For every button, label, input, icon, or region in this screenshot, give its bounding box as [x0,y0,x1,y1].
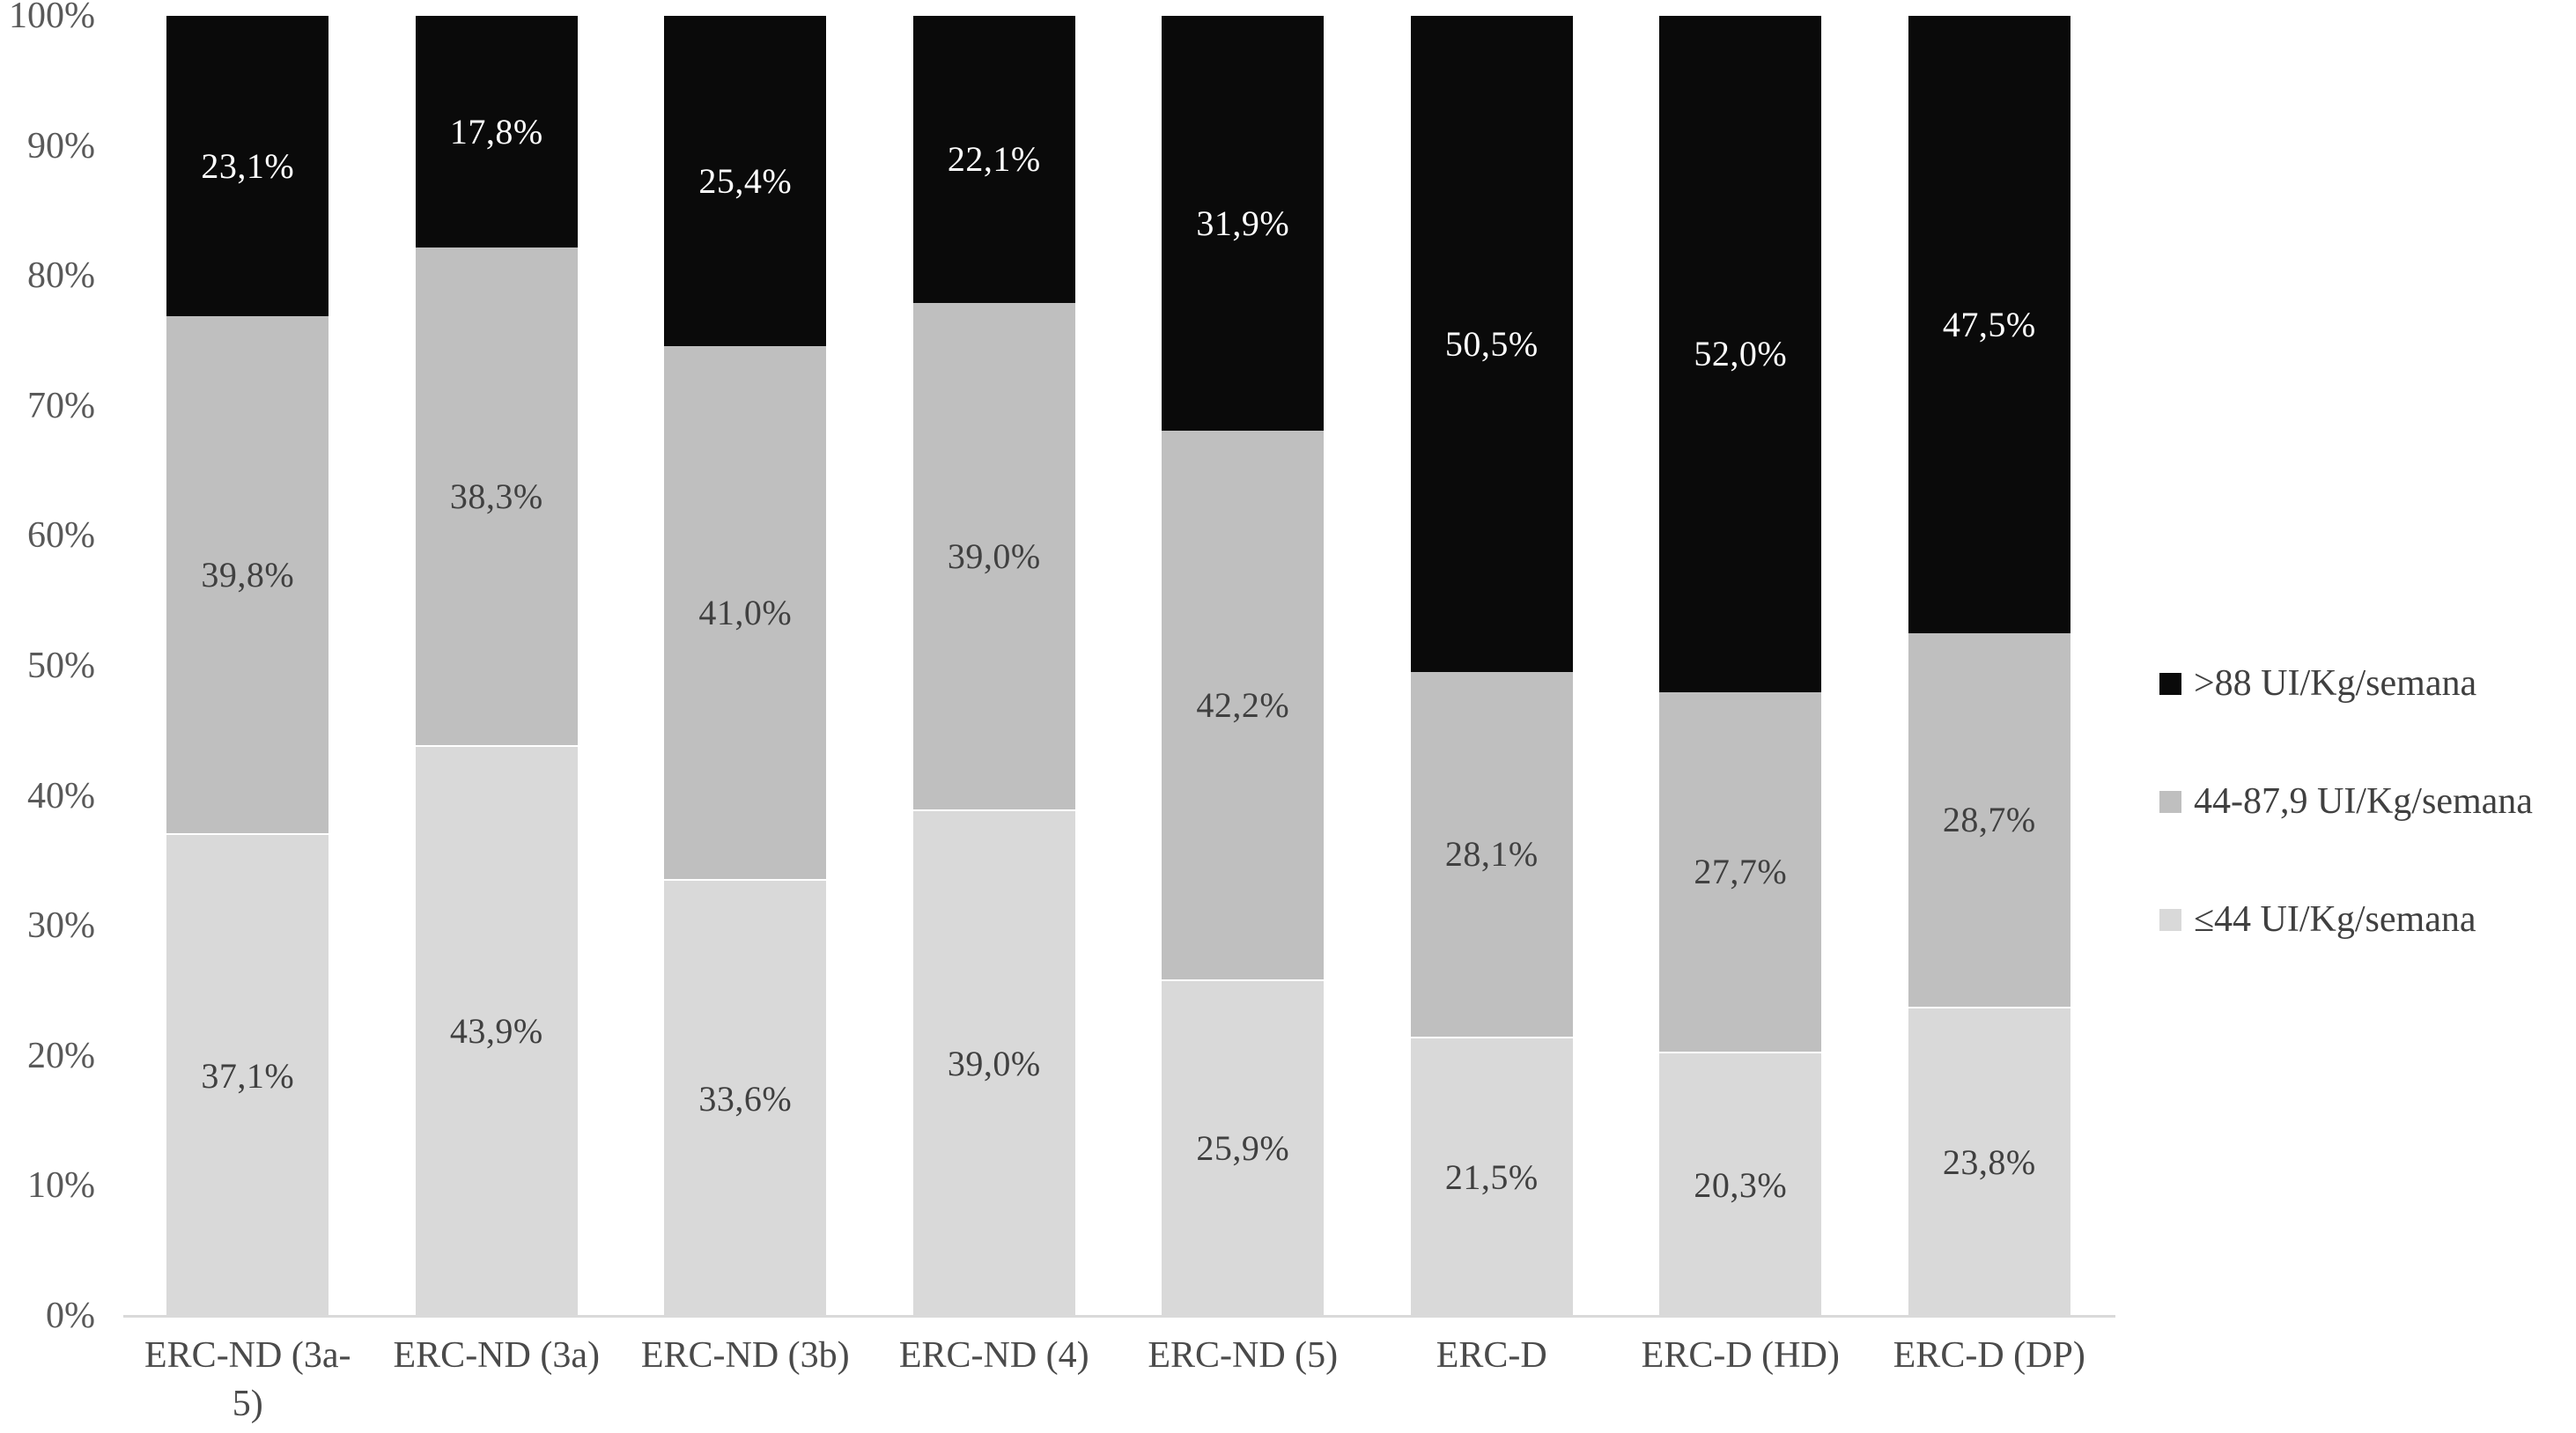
x-axis-category-label: ERC-ND (3b) [640,1335,850,1376]
bar-column: 22,1% 39,0% 39,0% [870,16,1119,1316]
data-label: 43,9% [449,1011,543,1052]
data-label: 42,2% [1196,684,1290,725]
x-axis-category-label: ERC-D (HD) [1641,1335,1840,1376]
legend-swatch [2159,672,2181,695]
bar-segment: 28,1% [1410,671,1573,1037]
y-axis-tick-label: 100% [9,0,95,36]
data-label: 39,0% [947,536,1041,576]
bar-segment: 37,1% [166,833,329,1316]
bar-segment: 25,4% [664,16,827,346]
data-label: 52,0% [1694,334,1788,374]
legend-swatch [2159,908,2181,931]
bar-segment: 31,9% [1162,16,1325,431]
data-label: 38,3% [449,476,543,516]
bar-segment: 47,5% [1908,16,2070,634]
y-axis-tick-label: 0% [46,1296,95,1336]
y-axis-tick-label: 10% [27,1165,95,1207]
y-axis-tick-label: 90% [27,125,95,166]
y-axis-tick-label: 20% [27,1035,95,1076]
bar-column: 31,9% 42,2% 25,9% [1118,16,1368,1316]
data-label: 23,1% [201,145,295,186]
legend: >88 UI/Kg/semana 44-87,9 UI/Kg/semana ≤44 … [2159,657,2533,946]
legend-item: ≤44 UI/Kg/semana [2159,893,2533,946]
stacked-bar: 17,8% 38,3% 43,9% [415,16,578,1316]
y-axis-tick-label: 30% [27,905,95,947]
bar-segment: 23,8% [1908,1006,2070,1316]
y-axis-tick-label: 60% [27,515,95,557]
data-label: 31,9% [1196,203,1290,243]
bar-segment: 21,5% [1410,1036,1573,1316]
bar-segment: 38,3% [415,247,578,746]
bar-segment: 39,0% [912,302,1075,809]
x-axis-line [123,1315,2115,1318]
stacked-bar: 47,5% 28,7% 23,8% [1908,16,2070,1316]
stacked-bar: 23,1% 39,8% 37,1% [166,16,329,1316]
bar-column: 50,5% 28,1% 21,5% [1368,16,1617,1316]
data-label: 28,1% [1444,834,1539,875]
bar-column: 25,4% 41,0% 33,6% [621,16,870,1316]
legend-label: >88 UI/Kg/semana [2194,663,2477,704]
plot-area: 23,1% 39,8% 37,1% 17,8% 38,3% 43,9% 25,4% 41,0%… [123,16,2114,1316]
y-axis-tick-label: 50% [27,646,95,686]
bar-segment: 20,3% [1659,1052,1822,1316]
data-label: 25,9% [1196,1128,1290,1169]
data-label: 23,8% [1942,1141,2036,1182]
x-axis-category-label: ERC-ND (5) [1148,1335,1339,1376]
x-axis-category-label: ERC-ND (3a- 5) [144,1335,351,1424]
bar-column: 47,5% 28,7% 23,8% [1865,16,2115,1316]
stacked-bar: 50,5% 28,1% 21,5% [1410,16,1573,1316]
y-axis-tick-label: 80% [27,255,95,297]
data-label: 39,8% [201,555,295,595]
y-axis: 0% 10% 20% 30% 40% 50% 60% 70% 80% 90% 100% [0,0,95,1433]
stacked-bar: 52,0% 27,7% 20,3% [1659,16,1822,1316]
data-label: 33,6% [698,1078,793,1119]
data-label: 25,4% [698,160,793,201]
x-axis-category-label: ERC-D [1436,1335,1547,1376]
bar-segment: 41,0% [664,345,827,880]
bar-segment: 22,1% [912,16,1075,303]
data-label: 17,8% [449,111,543,151]
legend-label: 44-87,9 UI/Kg/semana [2194,781,2533,822]
bar-segment: 50,5% [1410,16,1573,672]
bar-segment: 42,2% [1162,430,1325,979]
data-label: 27,7% [1694,852,1788,892]
x-axis: ERC-ND (3a- 5) ERC-ND (3a) ERC-ND (3b) ERC-… [123,1332,2114,1428]
bar-column: 52,0% 27,7% 20,3% [1616,16,1865,1316]
bar-segment: 52,0% [1659,16,1822,692]
legend-item: >88 UI/Kg/semana [2159,657,2533,710]
bar-segment: 25,9% [1162,979,1325,1316]
data-label: 20,3% [1694,1164,1788,1205]
data-label: 22,1% [947,139,1041,180]
x-axis-category-label: ERC-D (DP) [1893,1335,2085,1376]
stacked-bar: 25,4% 41,0% 33,6% [664,16,827,1316]
bar-segment: 39,8% [166,315,329,834]
x-axis-category-label: ERC-ND (3a) [393,1335,600,1376]
bar-segment: 39,0% [912,809,1075,1316]
bar-segment: 23,1% [166,16,329,316]
bar-column: 23,1% 39,8% 37,1% [123,16,373,1316]
data-label: 47,5% [1942,305,2036,345]
legend-label: ≤44 UI/Kg/semana [2194,899,2476,940]
x-axis-category-label: ERC-ND (4) [898,1335,1089,1376]
legend-item: 44-87,9 UI/Kg/semana [2159,775,2533,828]
bar-segment: 27,7% [1659,691,1822,1053]
legend-swatch [2159,790,2181,813]
data-label: 41,0% [698,592,793,632]
bar-segment: 28,7% [1908,633,2070,1007]
data-label: 21,5% [1444,1156,1539,1197]
bar-segment: 43,9% [415,745,578,1316]
bar-segment: 17,8% [415,16,578,247]
data-label: 28,7% [1942,800,2036,840]
data-label: 39,0% [947,1043,1041,1083]
bar-segment: 33,6% [664,879,827,1316]
stacked-bar: 31,9% 42,2% 25,9% [1162,16,1325,1316]
bar-column: 17,8% 38,3% 43,9% [373,16,622,1316]
y-axis-tick-label: 70% [27,385,95,426]
y-axis-tick-label: 40% [27,775,95,816]
data-label: 37,1% [201,1055,295,1096]
data-label: 50,5% [1444,323,1539,364]
stacked-bar: 22,1% 39,0% 39,0% [912,16,1075,1316]
